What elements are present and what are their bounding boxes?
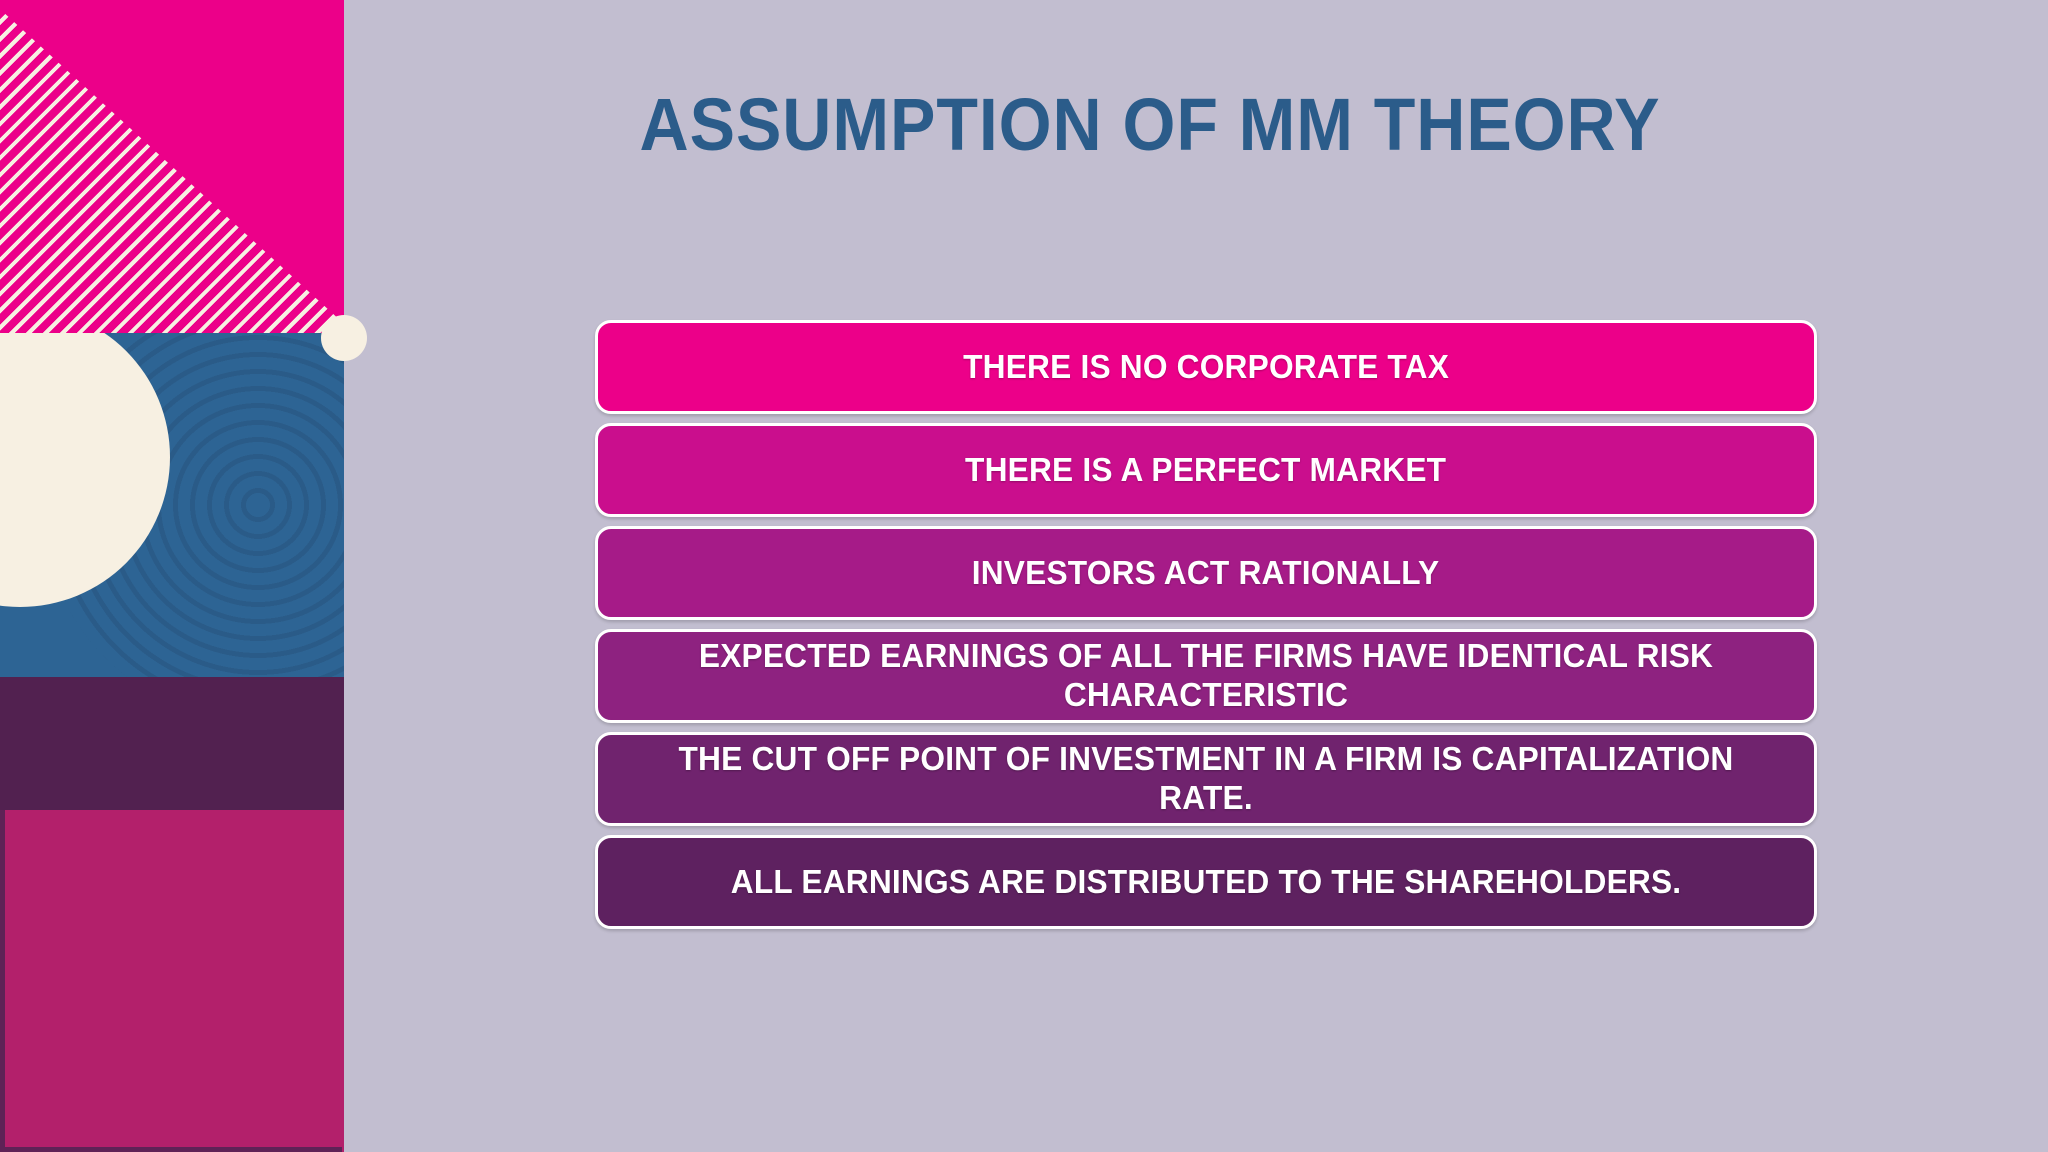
- nested-corner-brackets-pattern: [0, 810, 344, 1152]
- page-title: ASSUMPTION OF MM THEORY: [639, 83, 1661, 166]
- assumption-box-5[interactable]: THE CUT OFF POINT OF INVESTMENT IN A FIR…: [595, 732, 1817, 826]
- corner-bracket: [0, 1114, 38, 1152]
- assumption-box-label: EXPECTED EARNINGS OF ALL THE FIRMS HAVE …: [698, 637, 1714, 713]
- assumption-box-label: ALL EARNINGS ARE DISTRIBUTED TO THE SHAR…: [730, 862, 1682, 900]
- assumption-box-2[interactable]: THERE IS A PERFECT MARKET: [595, 423, 1817, 517]
- cream-dot-accent: [321, 315, 367, 361]
- diagonal-stripes-pattern: [0, 0, 344, 333]
- assumption-box-label: THE CUT OFF POINT OF INVESTMENT IN A FIR…: [678, 740, 1734, 816]
- pink-bracket-band: [0, 810, 344, 1152]
- dark-purple-band: [0, 677, 344, 810]
- assumption-box-label: INVESTORS ACT RATIONALLY: [972, 553, 1440, 591]
- left-decorative-panel: [0, 0, 344, 1152]
- assumption-box-4[interactable]: EXPECTED EARNINGS OF ALL THE FIRMS HAVE …: [595, 629, 1817, 723]
- assumption-box-label: THERE IS A PERFECT MARKET: [965, 450, 1447, 488]
- assumption-box-3[interactable]: INVESTORS ACT RATIONALLY: [595, 526, 1817, 620]
- blue-rings-band: [0, 333, 344, 677]
- assumption-box-6[interactable]: ALL EARNINGS ARE DISTRIBUTED TO THE SHAR…: [595, 835, 1817, 929]
- assumption-box-label: THERE IS NO CORPORATE TAX: [963, 347, 1449, 385]
- magenta-striped-band: [0, 0, 344, 333]
- assumption-box-list: THERE IS NO CORPORATE TAX THERE IS A PERF…: [595, 320, 1817, 938]
- assumption-box-1[interactable]: THERE IS NO CORPORATE TAX: [595, 320, 1817, 414]
